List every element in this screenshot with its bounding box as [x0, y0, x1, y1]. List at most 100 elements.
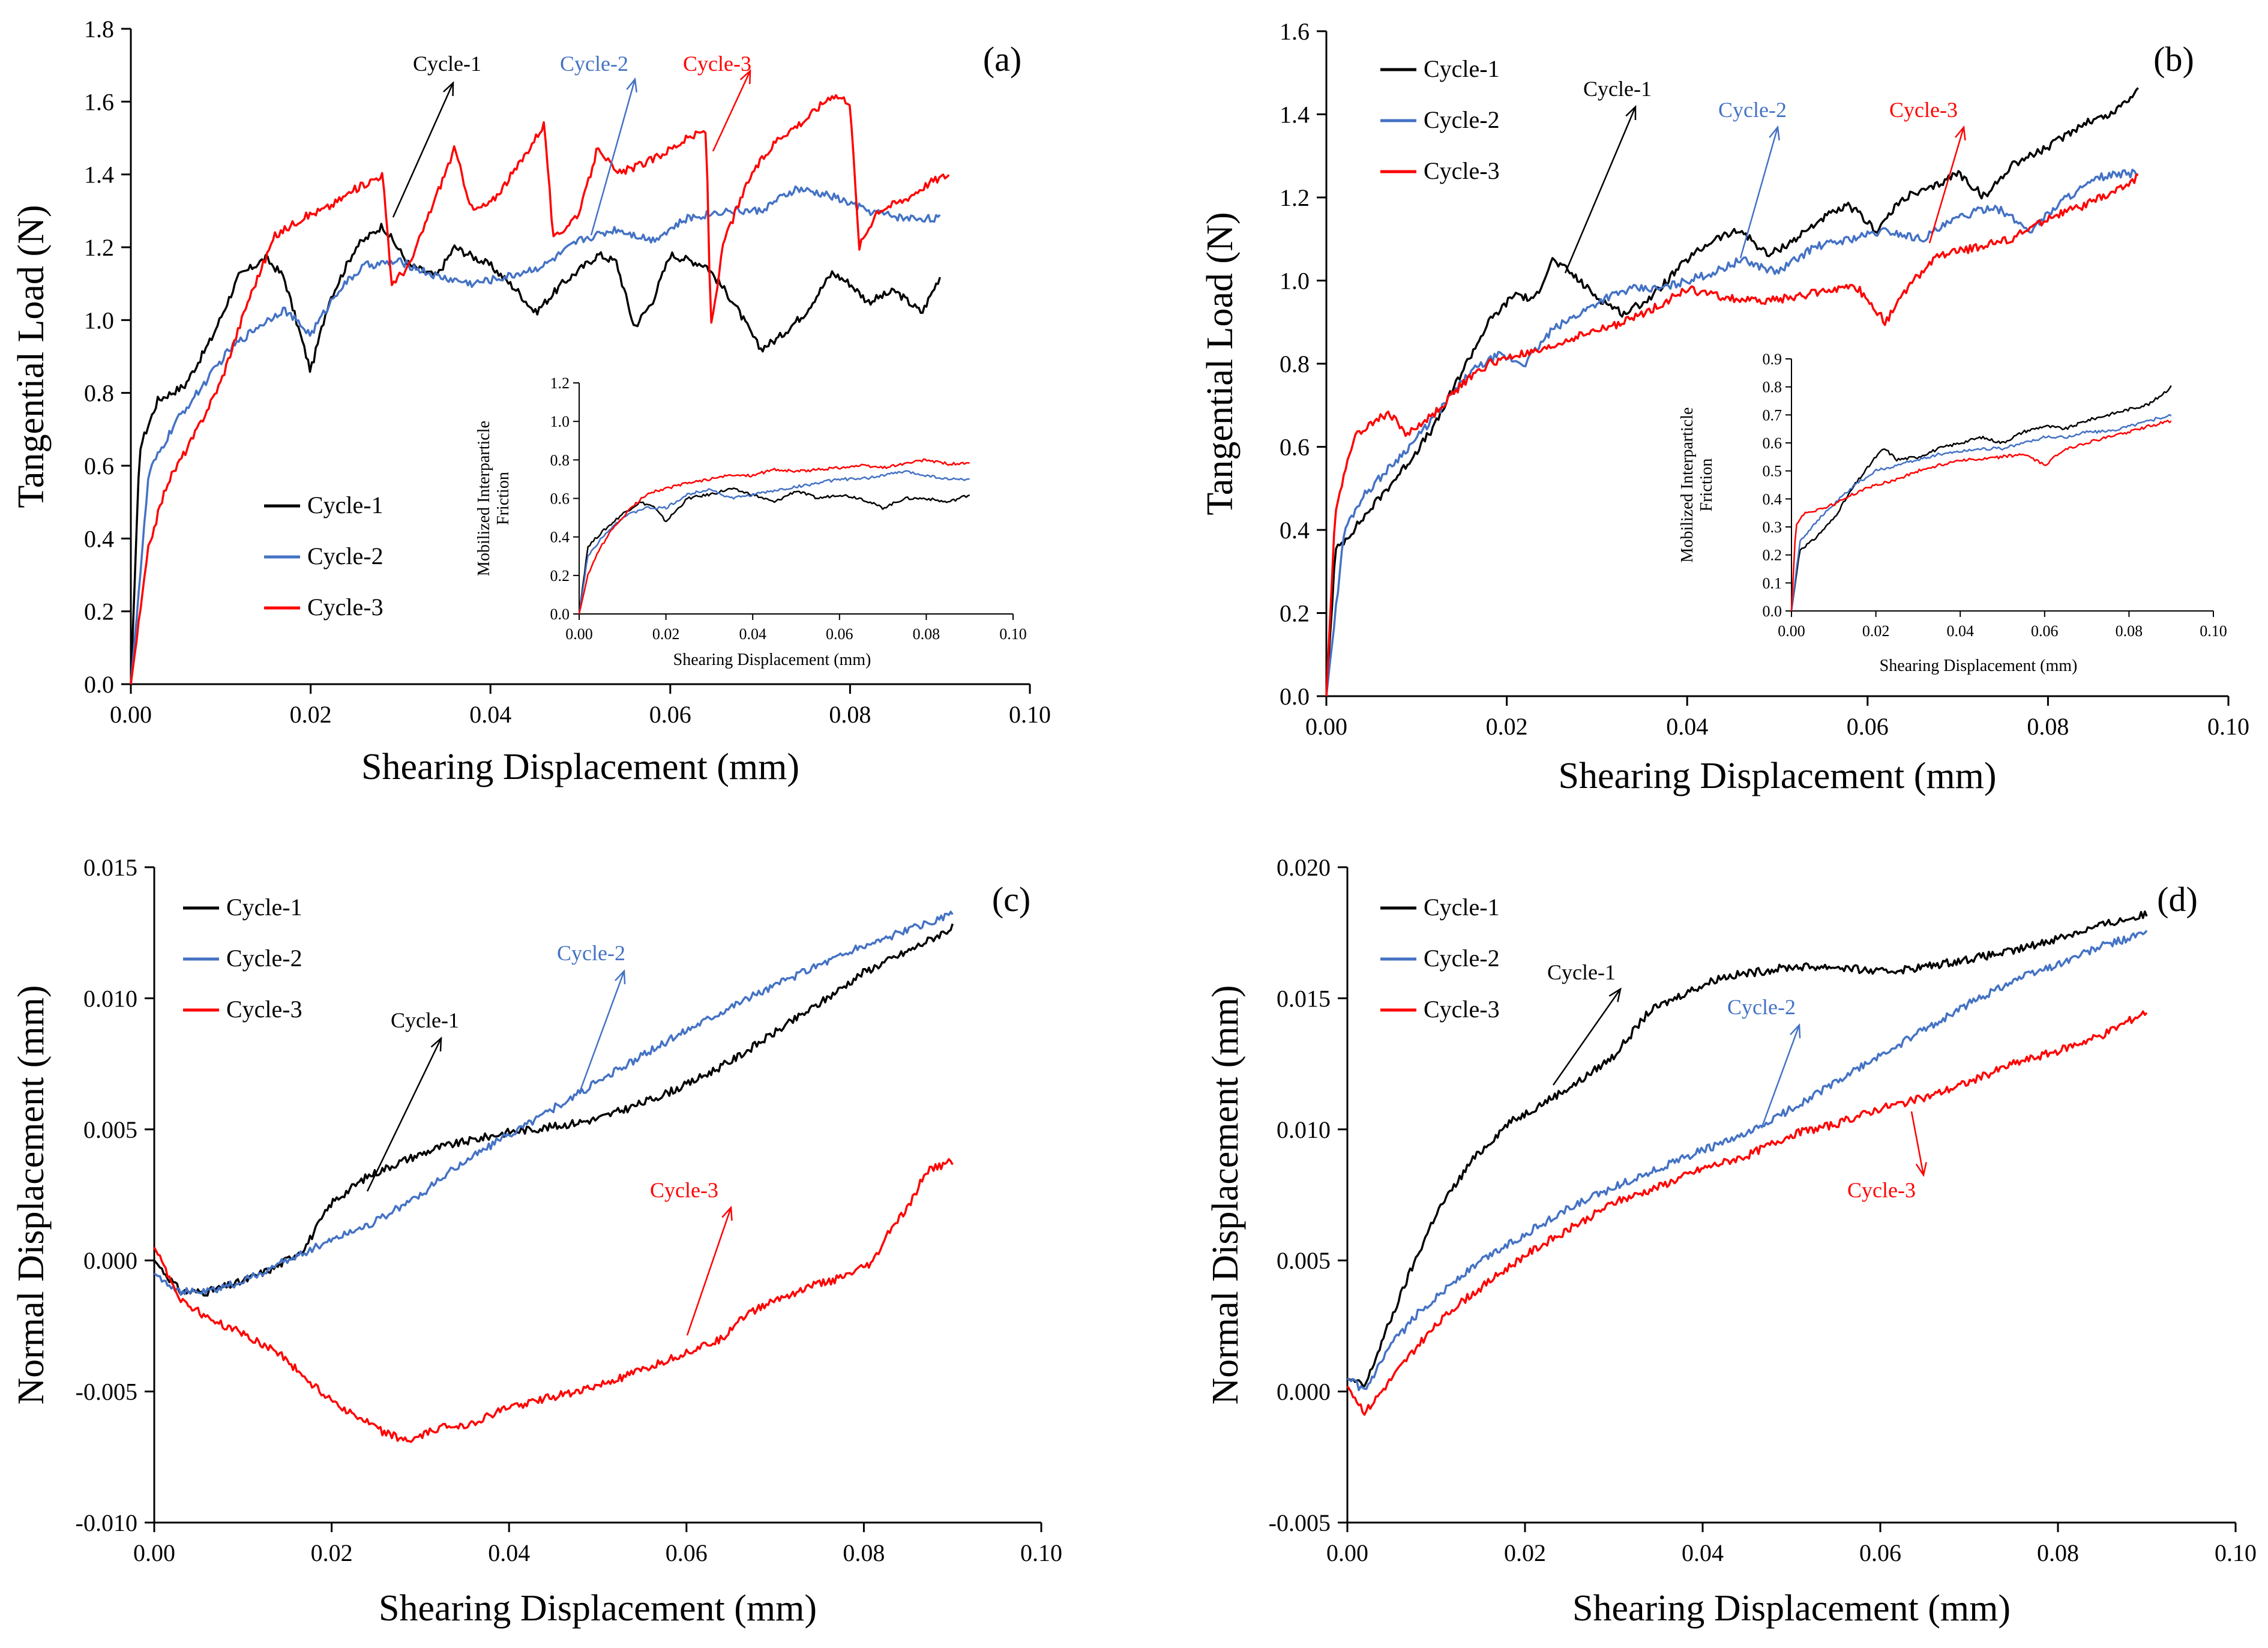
panel-a-y-tick-label: 1.2: [84, 234, 114, 261]
panel-b-y-tick-label: 1.4: [1280, 101, 1310, 128]
panel-c-y-tick-label: 0.015: [83, 854, 137, 881]
panel-b-x-tick-label: 0.04: [1666, 713, 1708, 740]
panel-d-x-tick-label: 0.08: [2037, 1539, 2079, 1566]
panel-b-inset-x-axis-label: Shearing Displacement (mm): [1880, 657, 2078, 675]
panel-a-x-tick-label: 0.10: [1009, 701, 1051, 728]
panel-a-inset-x-tick-label: 0.10: [999, 625, 1027, 643]
panel-c-series-cycle-2: [154, 910, 954, 1296]
panel-c-annotations: Cycle-1 Cycle-2 Cycle-3: [366, 941, 733, 1336]
panel-b-inset-plot: [1790, 385, 2172, 612]
panel-d-plot: [1346, 910, 2148, 1416]
panel-d-axes: 0.00 0.02 0.04 0.06 0.08 0.10 -0.005 0.000 0.005…: [1269, 854, 2257, 1566]
panel-a-legend-entry: Cycle-2: [307, 543, 384, 570]
panel-b-x-tick-label: 0.10: [2207, 713, 2249, 740]
panel-b-annotation-label: Cycle-1: [1583, 77, 1652, 101]
panel-a-x-axis-label: Shearing Displacement (mm): [361, 747, 799, 787]
panel-a-annotations: Cycle-1 Cycle-2 Cycle-3: [392, 52, 751, 236]
panel-d-legend-entry: Cycle-2: [1424, 945, 1500, 972]
panel-b-inset-y-tick-label: 0.9: [1763, 350, 1782, 368]
panel-a-inset-y-axis-label-1: Mobilized Interparticle: [475, 421, 493, 576]
panel-b-inset-y-tick-label: 0.0: [1763, 603, 1782, 620]
panel-d-annotation-arrow: [1910, 1111, 1925, 1176]
panel-c-legend-entry: Cycle-3: [226, 996, 302, 1023]
panel-a-inset-x-tick-label: 0.08: [913, 625, 940, 643]
panel-b-inset-y-tick-label: 0.3: [1763, 519, 1782, 536]
panel-d-annotation-arrowhead: [1790, 1023, 1801, 1039]
panel-b-y-tick-label: 0.4: [1280, 517, 1310, 544]
panel-d-x-tick-label: 0.10: [2215, 1539, 2257, 1566]
panel-a-inset-x-tick-label: 0.00: [565, 625, 593, 643]
panel-b-inset-axes: 0.00 0.02 0.04 0.06 0.08 0.10 0.0 0.1 0.2 0.3 0.4 0…: [1763, 350, 2227, 640]
panel-d-annotation-arrow: [1552, 988, 1622, 1086]
panel-b-axes: 0.00 0.02 0.04 0.06 0.08 0.10 0.0 0.2 0.4 0.6 0.8 1…: [1280, 18, 2249, 740]
panel-a-y-tick-label: 0.4: [84, 525, 114, 552]
panel-b-annotation-label: Cycle-2: [1718, 98, 1787, 122]
panel-a-inset-y-tick-label: 1.0: [550, 413, 570, 430]
panel-b-series-cycle-2: [1325, 169, 2139, 697]
panel-d-annotation-arrowhead: [1608, 987, 1622, 1002]
panel-b-inset-y-tick-label: 0.4: [1763, 490, 1782, 508]
panel-c-x-tick-label: 0.10: [1020, 1539, 1062, 1566]
panel-c-y-tick-label: -0.010: [76, 1509, 137, 1536]
panel-c-annotation-arrowhead: [430, 1036, 442, 1052]
panel-a-annotation-arrow: [392, 82, 454, 218]
panel-a-y-tick-label: 1.6: [84, 88, 114, 115]
panel-a-x-tick-label: 0.00: [110, 701, 152, 728]
panel-c-x-tick-label: 0.00: [133, 1539, 175, 1566]
panel-b-x-tick-label: 0.08: [2027, 713, 2069, 740]
panel-a-inset-x-tick-label: 0.02: [652, 625, 680, 643]
panel-c-annotation-arrowhead: [721, 1205, 733, 1221]
panel-b-legend-entry: Cycle-3: [1424, 157, 1500, 184]
panel-a-inset-axes: 0.00 0.02 0.04 0.06 0.08 0.10 0.0 0.2 0.4 0.6 0.8 1…: [550, 374, 1027, 643]
panel-b-x-tick-label: 0.06: [1847, 713, 1889, 740]
panel-b-inset-series-cycle-2: [1790, 414, 2172, 612]
panel-b-inset-background: [1755, 347, 2219, 647]
panel-c-y-tick-label: 0.005: [83, 1116, 137, 1143]
panel-b-y-tick-label: 0.6: [1280, 434, 1310, 461]
panel-d-y-tick-label: 0.010: [1277, 1116, 1331, 1143]
panel-a-annotation-arrowhead: [739, 69, 751, 85]
panel-a-inset-series-cycle-1: [578, 487, 970, 615]
panel-a-annotation-label: Cycle-3: [683, 52, 751, 76]
panel-d-annotations: Cycle-1 Cycle-2 Cycle-3: [1547, 960, 1927, 1202]
panel-b-inset-y-axis-label-1: Mobilized Interparticle: [1678, 407, 1697, 563]
panel-c-plot: [153, 910, 954, 1443]
panel-a-y-tick-label: 1.8: [84, 16, 114, 43]
panel-d-y-axis-label: Normal Displacement (mm): [1205, 985, 1246, 1404]
panel-b-plot: [1325, 87, 2139, 697]
panel-b-y-tick-label: 1.6: [1280, 18, 1310, 45]
panel-b-x-tick-label: 0.00: [1305, 713, 1347, 740]
panel-c-annotation-arrow: [686, 1207, 732, 1336]
panel-b-panel-letter: (b): [2153, 40, 2194, 79]
panel-c-axes: 0.00 0.02 0.04 0.06 0.08 0.10 -0.010 -0.005 0.00…: [76, 854, 1062, 1566]
panel-b-legend: Cycle-1 Cycle-2 Cycle-3: [1380, 55, 1500, 184]
panel-b-annotation-arrow: [1739, 127, 1779, 259]
panel-a-y-tick-label: 0.8: [84, 380, 114, 407]
panel-d-y-tick-label: 0.020: [1277, 854, 1331, 881]
panel-b-y-tick-label: 0.8: [1280, 350, 1310, 377]
panel-c-x-tick-label: 0.06: [666, 1539, 708, 1566]
panel-c-annotation-label: Cycle-2: [557, 941, 625, 965]
panel-d-panel-letter: (d): [2157, 880, 2198, 919]
panel-a-inset-y-axis-label-2: Friction: [494, 472, 513, 525]
panel-a-annotation-label: Cycle-1: [413, 52, 481, 76]
panel-b-series-cycle-1: [1325, 87, 2139, 697]
panel-b-inset-y-tick-label: 0.1: [1763, 574, 1782, 592]
panel-a-axes: 0.00 0.02 0.04 0.06 0.08 0.10 0.0 0.2 0.4 0.6 0.8 1…: [84, 16, 1051, 728]
panel-a-annotation-arrowhead: [626, 77, 638, 92]
panel-b-inset-x-tick-label: 0.04: [1946, 622, 1974, 640]
panel-d-series-cycle-2: [1346, 930, 2148, 1392]
panel-c-annotation-arrowhead: [615, 969, 626, 985]
panel-d-annotation-label: Cycle-3: [1847, 1178, 1916, 1202]
panel-d-y-tick-label: 0.000: [1277, 1379, 1331, 1406]
panel-d-legend: Cycle-1 Cycle-2 Cycle-3: [1380, 894, 1500, 1023]
panel-b-inset-x-tick-label: 0.06: [2031, 622, 2059, 640]
panel-d-annotation-label: Cycle-2: [1727, 995, 1796, 1019]
panel-d-y-tick-label: 0.005: [1277, 1247, 1331, 1274]
panel-d-x-tick-label: 0.02: [1504, 1539, 1546, 1566]
panel-a-y-tick-label: 0.6: [84, 453, 114, 480]
panel-b-legend-entry: Cycle-1: [1424, 55, 1500, 82]
panel-b-inset-x-tick-label: 0.00: [1778, 622, 1805, 640]
panel-b-y-tick-label: 0.0: [1280, 683, 1310, 710]
panel-b-inset-x-tick-label: 0.10: [2200, 622, 2227, 640]
